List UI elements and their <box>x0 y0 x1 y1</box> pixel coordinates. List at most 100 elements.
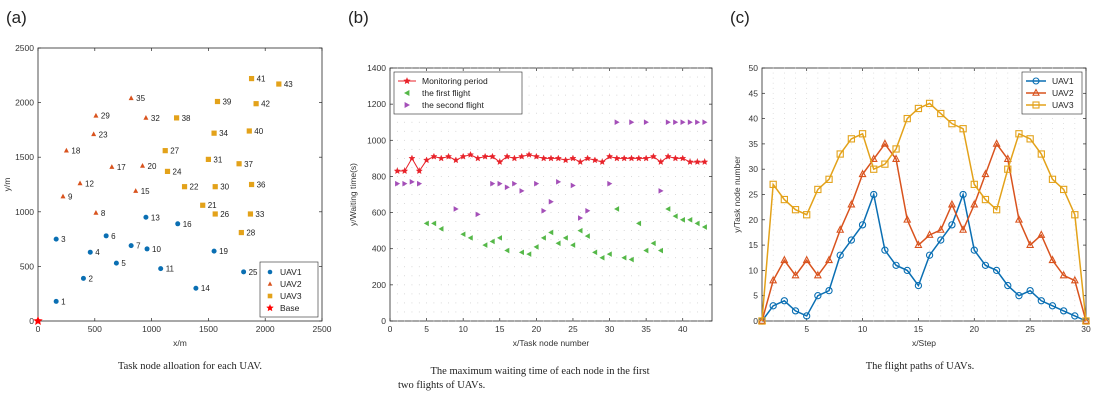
a-point-35 <box>128 95 134 101</box>
c-grid-dot <box>918 310 919 312</box>
b-grid-dot <box>543 112 545 114</box>
c-grid-dot <box>1040 123 1042 125</box>
c-grid-dot <box>783 310 785 312</box>
c-point-uav2-3 <box>780 255 789 264</box>
c-grid-dot <box>1074 158 1076 160</box>
c-grid-dot <box>918 254 919 256</box>
b-grid-dot <box>418 248 420 250</box>
c-grid-dot <box>918 270 919 271</box>
a-point-17 <box>109 164 115 169</box>
c-point-uav3-4 <box>791 206 800 214</box>
b-grid-dot <box>697 284 698 286</box>
c-grid-dot <box>828 113 830 114</box>
c-grid-dot <box>817 204 819 205</box>
c-grid-dot <box>895 189 897 190</box>
b-grid-dot <box>675 221 676 222</box>
c-grid-dot <box>973 254 975 256</box>
c-grid-dot <box>951 92 953 94</box>
c-grid-dot <box>795 264 796 266</box>
c-grid-dot <box>839 310 841 312</box>
b-grid-dot <box>557 230 559 231</box>
c-grid-dot <box>962 315 964 317</box>
b-grid-dot <box>462 203 464 204</box>
b-legend-label-2: the second flight <box>422 100 485 110</box>
c-grid-dot <box>940 194 942 195</box>
c-grid-dot <box>817 285 819 286</box>
b-grid-dot <box>550 266 552 268</box>
c-grid-dot <box>828 118 830 119</box>
c-grid-dot <box>1018 320 1020 322</box>
b-grid-dot <box>623 112 625 114</box>
b-grid-dot <box>675 230 676 231</box>
c-grid-dot <box>884 285 886 286</box>
b-point-2-25 <box>570 182 576 189</box>
b-grid-dot <box>565 284 566 286</box>
c-grid-dot <box>795 239 796 241</box>
b-grid-dot <box>536 112 537 114</box>
c-grid-dot <box>985 148 986 150</box>
c-grid-dot <box>996 103 997 104</box>
b-grid-dot <box>396 203 398 204</box>
c-grid-dot <box>996 224 997 226</box>
c-grid-dot <box>772 244 774 246</box>
c-grid-dot <box>806 290 808 291</box>
b-grid-dot <box>653 221 654 222</box>
b-ytick-label: 1000 <box>367 135 386 145</box>
a-xtick-label: 2500 <box>313 324 332 334</box>
a-point-21 <box>200 202 206 208</box>
b-grid-dot <box>440 212 442 213</box>
b-grid-dot <box>484 248 486 250</box>
c-grid-dot <box>895 300 897 302</box>
b-grid-dot <box>594 167 596 168</box>
b-grid-dot <box>631 148 632 150</box>
c-grid-dot <box>895 295 897 297</box>
c-grid-dot <box>862 163 863 165</box>
b-grid-dot <box>484 257 486 259</box>
c-grid-dot <box>884 280 886 281</box>
b-grid-dot <box>499 67 501 69</box>
c-grid-dot <box>884 305 886 307</box>
c-grid-dot <box>772 72 774 74</box>
b-grid-dot <box>616 94 618 96</box>
c-grid-dot <box>806 280 808 281</box>
a-point-19 <box>211 248 217 254</box>
b-grid-dot <box>484 176 486 177</box>
c-grid-dot <box>929 259 930 261</box>
b-grid-dot <box>660 257 662 259</box>
b-grid-dot <box>492 148 493 150</box>
b-grid-dot <box>470 311 471 313</box>
c-grid-dot <box>851 305 852 307</box>
b-grid-dot <box>492 293 493 295</box>
b-grid-dot <box>565 76 566 78</box>
c-grid-dot <box>862 244 863 246</box>
c-grid-dot <box>906 264 908 266</box>
b-grid-dot <box>689 185 691 186</box>
c-grid-dot <box>906 67 908 69</box>
b-grid-dot <box>682 67 684 69</box>
c-grid-dot <box>996 82 997 84</box>
c-grid-dot <box>806 239 808 241</box>
b-grid-dot <box>557 67 559 69</box>
b-grid-dot <box>499 121 501 123</box>
c-grid-dot <box>862 199 863 200</box>
b-grid-dot <box>396 185 398 186</box>
a-point-14 <box>193 285 199 291</box>
a-point-27 <box>162 148 168 154</box>
b-grid-dot <box>411 212 413 213</box>
b-grid-dot <box>404 311 405 313</box>
b-grid-dot <box>682 221 684 222</box>
c-grid-dot <box>1007 254 1009 256</box>
c-grid-dot <box>940 72 942 74</box>
c-grid-dot <box>973 234 975 236</box>
c-grid-dot <box>839 118 841 119</box>
c-grid-dot <box>962 259 964 261</box>
c-grid-dot <box>783 108 785 109</box>
c-grid-dot <box>895 204 897 205</box>
c-point-uav2-23 <box>1003 154 1012 162</box>
b-grid-dot <box>455 130 457 132</box>
b-grid-dot <box>521 121 523 123</box>
c-grid-dot <box>862 194 863 195</box>
c-grid-dot <box>906 310 908 312</box>
c-grid-dot <box>783 305 785 307</box>
c-grid-dot <box>828 87 830 89</box>
